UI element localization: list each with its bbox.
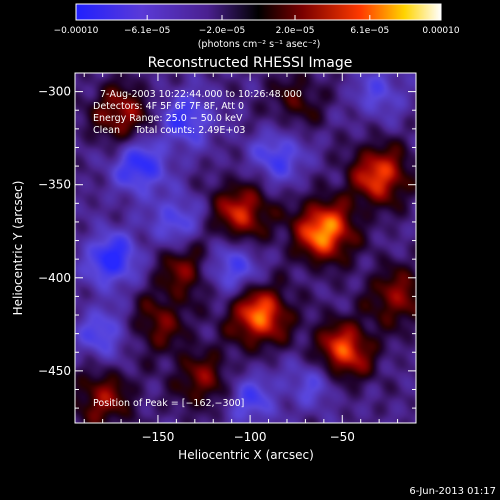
x-tick-label: −150 [141,430,174,444]
chart-title: Reconstructed RHESSI Image [148,55,353,71]
colorbar-tick-label: −0.00010 [54,26,99,36]
annotation-peak: Position of Peak = [−162,−300] [93,398,244,409]
annotation-detectors: Detectors: 4F 5F 6F 7F 8F, Att 0 [93,101,244,112]
colorbar [75,3,442,21]
y-tick-label: −300 [38,85,71,99]
annotation-time: 7‑Aug‑2003 10:22:44.000 to 10:26:48.000 [100,89,302,100]
colorbar-tick-label: 2.0e−05 [276,26,315,36]
heatmap-image [75,73,416,423]
colorbar-tick-label: −6.1e−05 [124,26,170,36]
render-date: 6‑Jun‑2013 01:17 [409,486,496,497]
x-tick-label: −100 [234,430,267,444]
y-tick-label: −450 [38,364,71,378]
y-axis-label: Heliocentric Y (arcsec) [11,181,25,316]
annotation-method: Clean Total counts: 2.49E+03 [93,125,245,136]
colorbar-tick-label: 6.1e−05 [350,26,389,36]
x-tick-label: −50 [330,430,355,444]
y-axis-ticks: −300 −350 −400 −450 [38,72,416,409]
y-tick-label: −400 [38,271,71,285]
annotation-energy: Energy Range: 25.0 − 50.0 keV [93,113,243,124]
colorbar-label: (photons cm⁻² s⁻¹ asec⁻²) [198,39,321,50]
colorbar-tick-label: −2.0e−05 [199,26,245,36]
plot-frame [74,72,417,424]
y-tick-label: −350 [38,178,71,192]
x-axis-label: Heliocentric X (arcsec) [178,448,314,462]
x-axis-ticks: −150 −100 −50 [83,73,417,444]
colorbar-ticks: −0.00010 −6.1e−05 −2.0e−05 2.0e−05 6.1e−05 0.… [54,15,460,36]
colorbar-tick-label: 0.00010 [422,26,459,36]
